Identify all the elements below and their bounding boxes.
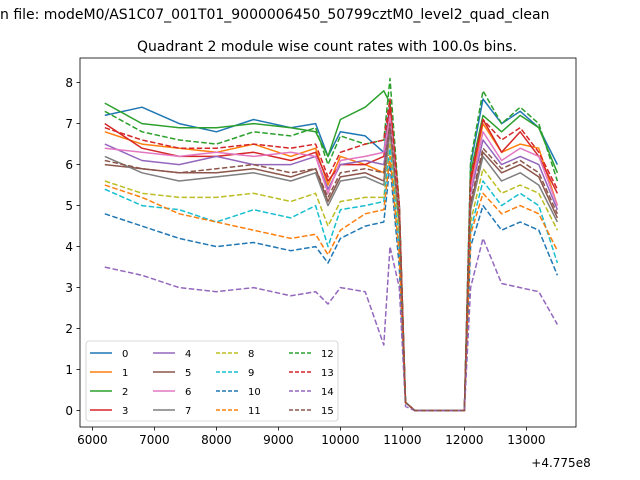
series-line-15 <box>104 122 559 412</box>
legend-box <box>85 340 339 422</box>
series-line-10 <box>104 163 559 412</box>
legend-label-5: 5 <box>185 368 191 379</box>
legend-label-14: 14 <box>321 387 334 398</box>
x-tick-label: 9000 <box>263 433 294 447</box>
x-tick-label: 11000 <box>383 433 421 447</box>
legend-label-10: 10 <box>248 387 261 398</box>
legend-label-3: 3 <box>122 406 128 417</box>
file-header: n file: modeM0/AS1C07_001T01_9000006450_… <box>0 7 549 23</box>
legend-label-9: 9 <box>248 368 254 379</box>
series-line-13 <box>104 98 559 412</box>
legend-label-12: 12 <box>321 349 334 360</box>
x-offset-label: +4.775e8 <box>531 456 590 470</box>
y-tick-label: 4 <box>65 240 73 254</box>
y-tick-label: 8 <box>65 76 73 90</box>
x-tick-label: 7000 <box>139 433 170 447</box>
legend-label-15: 15 <box>321 406 334 417</box>
y-tick-label: 2 <box>65 322 73 336</box>
x-tick-label: 12000 <box>445 433 483 447</box>
legend-label-11: 11 <box>248 406 261 417</box>
y-tick-label: 6 <box>65 158 73 172</box>
axes-frame <box>79 57 577 428</box>
series-line-7 <box>104 131 559 412</box>
series-line-6 <box>104 114 559 412</box>
series-line-8 <box>104 143 559 412</box>
y-tick-label: 7 <box>65 117 73 131</box>
legend-label-2: 2 <box>122 387 128 398</box>
series-line-14 <box>104 237 559 412</box>
legend-label-1: 1 <box>122 368 128 379</box>
x-tick-label: 6000 <box>77 433 108 447</box>
y-tick-label: 5 <box>65 199 73 213</box>
legend-label-13: 13 <box>321 368 334 379</box>
x-tick-label: 8000 <box>201 433 232 447</box>
y-tick-label: 1 <box>65 363 73 377</box>
x-tick-label: 10000 <box>321 433 359 447</box>
y-tick-label: 0 <box>65 404 73 418</box>
legend-label-4: 4 <box>185 349 191 360</box>
series-line-5 <box>104 126 559 412</box>
series-line-12 <box>104 77 559 412</box>
chart-title: Quadrant 2 module wise count rates with … <box>137 39 517 55</box>
legend-label-6: 6 <box>185 387 191 398</box>
y-tick-label: 3 <box>65 281 73 295</box>
plot-area: 6000 7000 8000 9000 10000 11000 12000 130000123… <box>65 57 577 447</box>
legend-label-8: 8 <box>248 349 254 360</box>
series-line-9 <box>104 147 559 412</box>
legend-label-7: 7 <box>185 406 191 417</box>
x-tick-label: 13000 <box>507 433 545 447</box>
series-line-11 <box>104 155 559 412</box>
legend-label-0: 0 <box>122 349 128 360</box>
